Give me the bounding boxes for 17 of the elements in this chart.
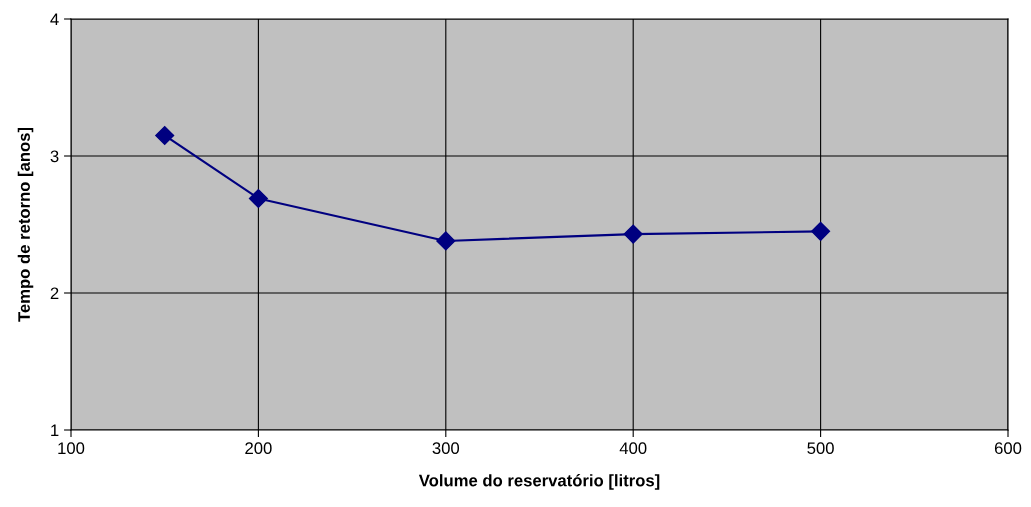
point <box>623 224 643 244</box>
x-tick-label: 600 <box>994 442 1022 455</box>
point <box>248 188 268 209</box>
y-tick-label: 4 <box>50 13 59 26</box>
y-tick-label: 3 <box>50 150 59 163</box>
y-tick-label: 1 <box>51 424 59 437</box>
x-axis-title: Volume do reservatório [litros] <box>418 474 660 490</box>
x-tick-label: 500 <box>807 442 834 455</box>
y-axis-title: Tempo de retorno [anos] <box>17 127 34 322</box>
x-tick-label: 400 <box>619 442 647 455</box>
x-tick-label: 200 <box>245 442 272 455</box>
point <box>155 125 175 145</box>
x-tick-label: 300 <box>432 442 460 455</box>
point <box>811 221 831 241</box>
y-tick-label: 2 <box>50 287 59 300</box>
point <box>436 231 456 251</box>
x-tick-label: 100 <box>58 442 85 455</box>
